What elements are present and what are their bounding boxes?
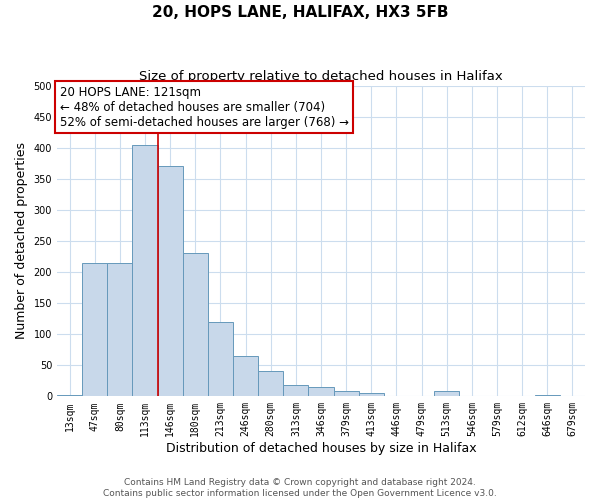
Text: 20 HOPS LANE: 121sqm
← 48% of detached houses are smaller (704)
52% of semi-deta: 20 HOPS LANE: 121sqm ← 48% of detached h… (59, 86, 349, 128)
Bar (107, 262, 133, 396)
Bar (208, 322, 233, 396)
Bar (535, 395, 560, 396)
Y-axis label: Number of detached properties: Number of detached properties (15, 142, 28, 340)
Bar (434, 392, 459, 396)
Bar (334, 392, 359, 396)
Bar (183, 254, 208, 396)
Text: 20, HOPS LANE, HALIFAX, HX3 5FB: 20, HOPS LANE, HALIFAX, HX3 5FB (152, 5, 448, 20)
Bar (57, 395, 82, 396)
Text: Contains HM Land Registry data © Crown copyright and database right 2024.
Contai: Contains HM Land Registry data © Crown c… (103, 478, 497, 498)
Bar (283, 385, 308, 396)
Bar (158, 166, 183, 396)
Bar (233, 356, 258, 397)
Bar (258, 372, 283, 396)
Bar (133, 144, 158, 396)
Title: Size of property relative to detached houses in Halifax: Size of property relative to detached ho… (139, 70, 503, 83)
Bar (82, 262, 107, 396)
X-axis label: Distribution of detached houses by size in Halifax: Distribution of detached houses by size … (166, 442, 476, 455)
Bar (308, 387, 334, 396)
Bar (359, 393, 384, 396)
